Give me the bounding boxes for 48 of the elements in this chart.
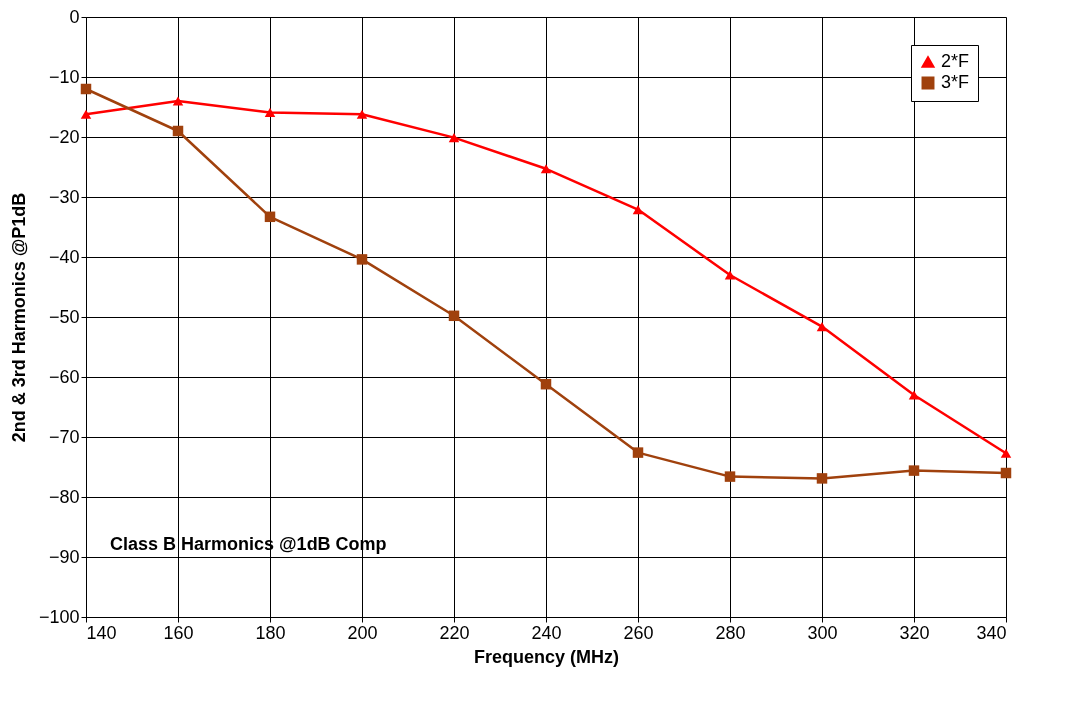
point — [80, 83, 92, 95]
x-tick-label: 280 — [715, 622, 746, 643]
point — [816, 322, 828, 332]
point — [632, 447, 644, 458]
point — [448, 133, 460, 143]
point — [632, 205, 644, 215]
x-tick-label: 140 — [86, 622, 117, 643]
x-tick-label: 340 — [976, 622, 1007, 643]
x-tick-label: 320 — [899, 622, 930, 643]
x-tick-label: 260 — [623, 622, 654, 643]
x-tick-label: 220 — [439, 622, 470, 643]
point — [540, 378, 552, 390]
y-tick-label: −60 — [48, 366, 80, 387]
x-tick-label: 240 — [531, 622, 562, 643]
y-tick-label: 0 — [69, 6, 80, 27]
point — [264, 211, 276, 223]
point — [172, 96, 184, 106]
x-tick-label: 200 — [347, 622, 378, 643]
y-tick-label: −80 — [48, 486, 80, 507]
y-tick-label: −10 — [48, 66, 80, 87]
x-tick-label: 300 — [807, 622, 838, 643]
x-axis-title: Frequency (MHz) — [473, 646, 620, 667]
point — [1000, 448, 1012, 458]
point — [172, 125, 184, 137]
x-tick-label: 160 — [163, 622, 194, 643]
x-tick-label: 180 — [255, 622, 286, 643]
point — [724, 270, 736, 280]
point — [264, 107, 276, 117]
point — [356, 254, 368, 265]
y-tick-label: −90 — [48, 546, 80, 567]
point — [1000, 467, 1012, 479]
y-tick-label: −30 — [48, 186, 80, 207]
point — [908, 390, 920, 400]
y-tick-label: −70 — [48, 426, 80, 447]
y-tick-label: −100 — [38, 606, 80, 627]
point — [908, 465, 920, 476]
point — [724, 471, 736, 482]
y-tick-label: −50 — [48, 306, 80, 327]
y-axis-title: 2nd & 3rd Harmonics @P1dB — [8, 192, 29, 443]
y-tick-label: −40 — [48, 246, 80, 267]
point — [540, 164, 552, 174]
legend-label: 2*F — [941, 51, 970, 71]
y-tick-label: −20 — [48, 126, 80, 147]
legend-label: 3*F — [941, 72, 970, 92]
point — [80, 109, 92, 119]
point — [448, 310, 460, 322]
point — [816, 473, 828, 484]
point — [356, 109, 368, 119]
